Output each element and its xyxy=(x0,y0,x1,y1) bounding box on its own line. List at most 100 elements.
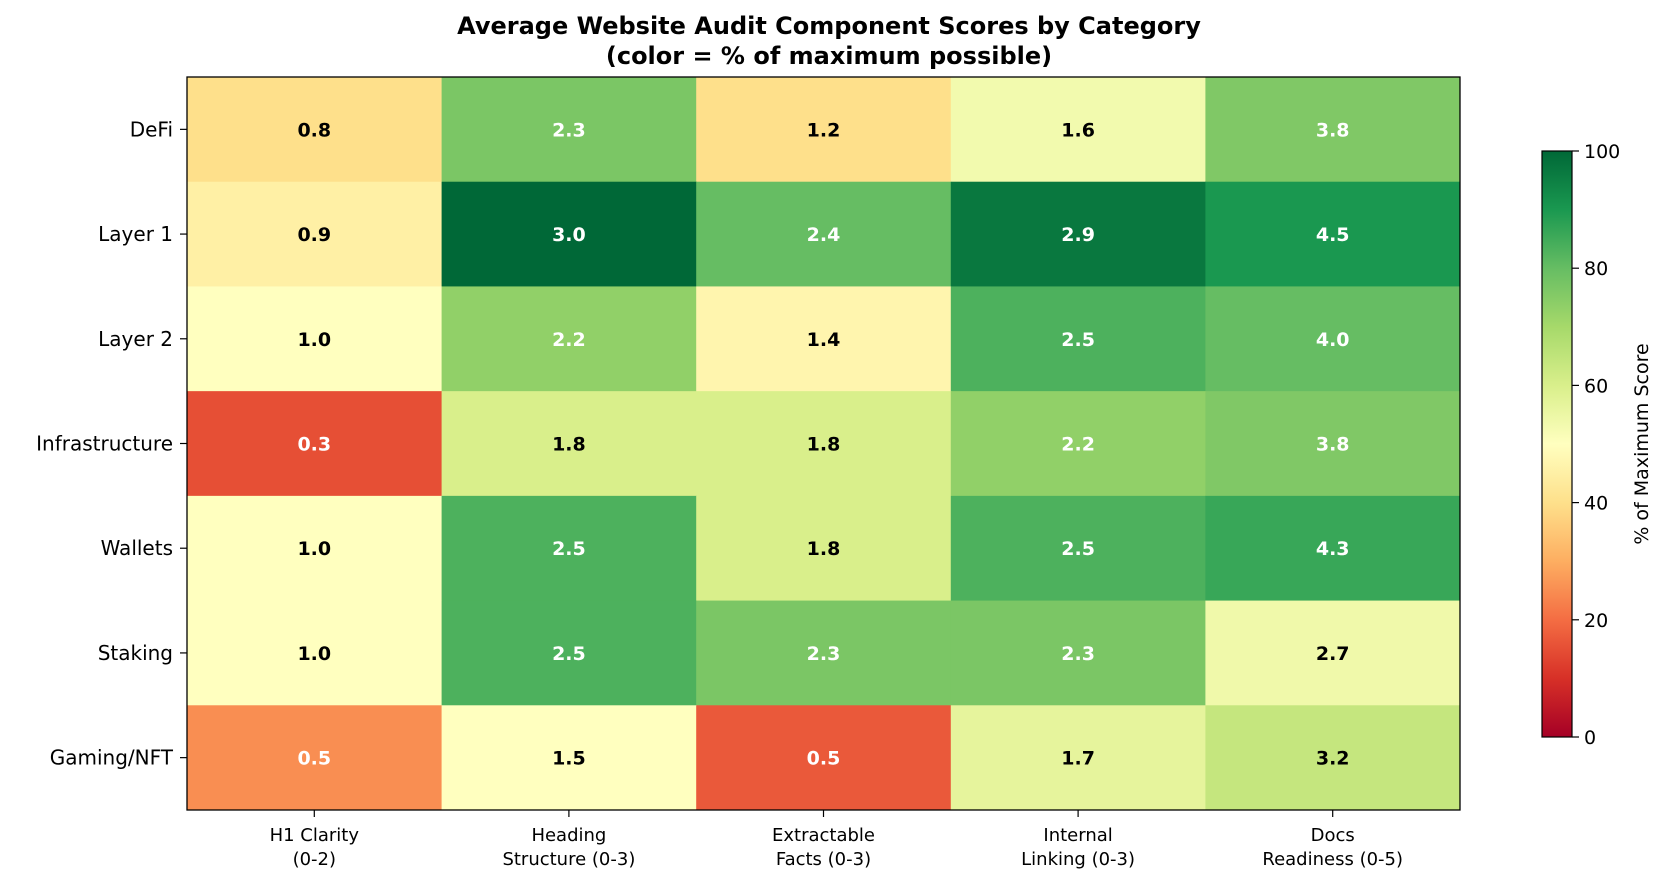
colorbar-gradient xyxy=(1541,150,1573,738)
heatmap-cell xyxy=(950,286,1206,392)
cell-value-label: 3.2 xyxy=(1316,748,1350,770)
cell-value-label: 3.8 xyxy=(1316,119,1350,141)
colorbar: 0 20 40 60 80 100 % of Maximum Score xyxy=(1541,141,1653,749)
cell-value-label: 1.0 xyxy=(297,643,331,665)
plot-frame xyxy=(186,76,1461,811)
heatmap-cell xyxy=(1205,495,1461,602)
cell-value-label: 1.4 xyxy=(807,329,841,351)
heatmap-cell xyxy=(696,391,952,497)
heatmap-cell xyxy=(187,286,443,392)
heatmap-cell xyxy=(1205,181,1461,287)
heatmap-cell xyxy=(441,286,697,392)
row-tick-label: Infrastructure xyxy=(36,432,173,456)
cell-value-label: 0.8 xyxy=(297,119,331,141)
cell-value-label: 1.7 xyxy=(1061,748,1095,770)
heatmap-cell xyxy=(950,181,1206,287)
heatmap-cell xyxy=(1205,705,1461,811)
heatmap-cell xyxy=(441,181,697,287)
heatmap-cell xyxy=(441,391,697,497)
cell-value-label: 2.5 xyxy=(1061,329,1095,351)
cell-value-label: 1.6 xyxy=(1061,119,1095,141)
cell-value-label: 2.5 xyxy=(552,538,586,560)
row-tick-label: Layer 2 xyxy=(98,327,173,351)
colorbar-label: % of Maximum Score xyxy=(1631,343,1653,544)
heatmap-cell xyxy=(696,495,952,602)
cell-value-label: 1.5 xyxy=(552,748,586,770)
cell-value-label: 4.0 xyxy=(1316,329,1350,351)
heatmap-cell xyxy=(187,495,443,602)
cell-value-label: 0.5 xyxy=(297,748,331,770)
heatmap-cell xyxy=(696,705,952,811)
cell-value-label: 2.3 xyxy=(1061,643,1095,665)
cell-value-label: 2.5 xyxy=(1061,538,1095,560)
cell-value-label: 1.8 xyxy=(552,434,586,456)
cell-value-label: 2.3 xyxy=(552,119,586,141)
chart-subtitle: (color = % of maximum possible) xyxy=(606,42,1052,70)
row-tick-label: Gaming/NFT xyxy=(50,746,174,770)
heatmap-cell xyxy=(187,181,443,287)
column-tick-label: H1 Clarity xyxy=(270,825,360,846)
cell-value-label: 3.0 xyxy=(552,224,586,246)
cell-value-label: 1.0 xyxy=(297,329,331,351)
row-tick-labels: DeFi Layer 1 Layer 2 Infrastructure Wallets S… xyxy=(36,117,187,770)
cell-value-label: 1.8 xyxy=(807,538,841,560)
column-tick-label-range: Facts (0-3) xyxy=(776,849,871,870)
cell-value-label: 1.8 xyxy=(807,434,841,456)
column-tick-label: Heading xyxy=(531,825,606,846)
colorbar-tick-label: 60 xyxy=(1584,375,1608,397)
column-tick-label: Internal xyxy=(1043,825,1112,846)
colorbar-tick-label: 20 xyxy=(1584,610,1608,632)
cell-value-label: 0.9 xyxy=(297,224,331,246)
heatmap-cell xyxy=(696,600,952,706)
heatmap-cell xyxy=(950,391,1206,497)
cell-value-label: 1.0 xyxy=(297,538,331,560)
colorbar-tick-label: 40 xyxy=(1584,493,1608,515)
heatmap-cell xyxy=(187,600,443,706)
heatmap-cell xyxy=(1205,600,1461,706)
column-tick-label-range: Structure (0-3) xyxy=(502,849,635,870)
column-tick-labels: H1 Clarity (0-2) Heading Structure (0-3) Ext… xyxy=(270,810,1403,870)
heatmap-cell xyxy=(950,705,1206,811)
heatmap-cell xyxy=(696,286,952,392)
chart-title: Average Website Audit Component Scores b… xyxy=(457,12,1201,40)
row-tick-label: Staking xyxy=(98,641,173,665)
heatmap-cell xyxy=(950,495,1206,602)
heatmap-cell xyxy=(441,600,697,706)
heatmap-cell xyxy=(1205,391,1461,497)
cell-value-label: 2.2 xyxy=(552,329,586,351)
heatmap-cell xyxy=(187,705,443,811)
heatmap-cell xyxy=(696,181,952,287)
cell-value-label: 4.5 xyxy=(1316,224,1350,246)
heatmap-cell xyxy=(441,77,697,183)
heatmap-cell xyxy=(187,391,443,497)
colorbar-tick-label: 80 xyxy=(1584,258,1608,280)
column-tick-label-range: Readiness (0-5) xyxy=(1262,849,1403,870)
heatmap-cells: 0.8 2.3 1.2 1.6 3.8 0.9 3.0 2.4 2.9 4.5 1.0 2.2 1.4 2… xyxy=(187,77,1461,811)
heatmap-cell xyxy=(696,77,952,183)
heatmap-cell xyxy=(441,705,697,811)
column-tick-label: Docs xyxy=(1311,825,1355,846)
column-tick-label-range: (0-2) xyxy=(293,849,336,870)
cell-value-label: 4.3 xyxy=(1316,538,1350,560)
cell-value-label: 2.3 xyxy=(807,643,841,665)
cell-value-label: 2.4 xyxy=(807,224,841,246)
cell-value-label: 0.3 xyxy=(297,434,331,456)
cell-value-label: 0.5 xyxy=(807,748,841,770)
heatmap-cell xyxy=(187,77,443,183)
heatmap-cell xyxy=(950,77,1206,183)
colorbar-tick-label: 0 xyxy=(1584,727,1596,749)
row-tick-label: Layer 1 xyxy=(98,222,173,246)
cell-value-label: 2.9 xyxy=(1061,224,1095,246)
cell-value-label: 1.2 xyxy=(807,119,841,141)
cell-value-label: 2.5 xyxy=(552,643,586,665)
heatmap-cell xyxy=(1205,77,1461,183)
row-tick-label: Wallets xyxy=(101,536,173,560)
cell-value-label: 2.7 xyxy=(1316,643,1350,665)
heatmap-cell xyxy=(441,495,697,602)
colorbar-tick-label: 100 xyxy=(1584,141,1620,163)
heatmap-cell xyxy=(1205,286,1461,392)
cell-value-label: 2.2 xyxy=(1061,434,1095,456)
column-tick-label-range: Linking (0-3) xyxy=(1021,849,1135,870)
column-tick-label: Extractable xyxy=(772,825,875,846)
